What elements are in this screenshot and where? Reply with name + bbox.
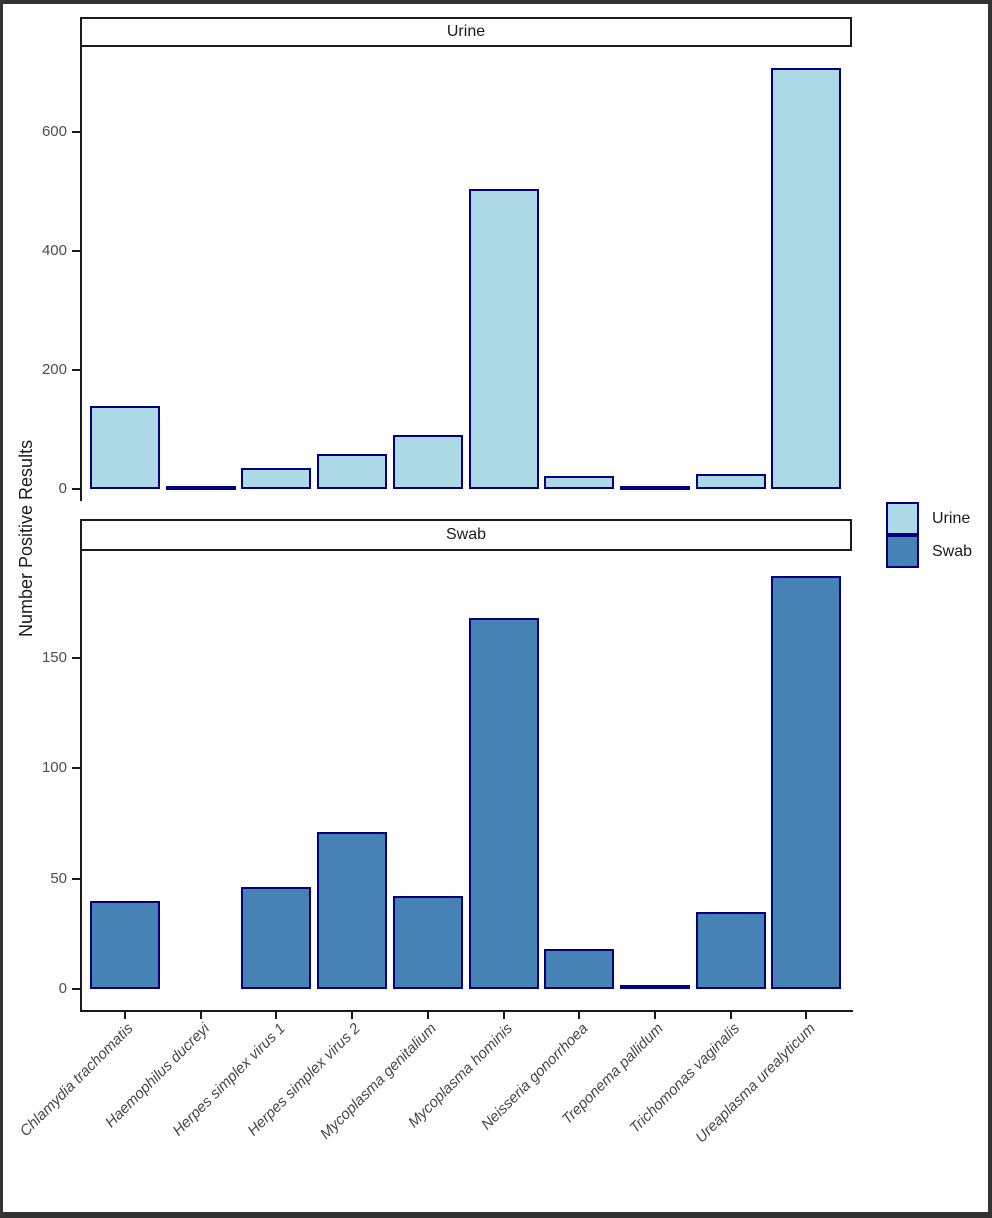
y-tick-mark xyxy=(72,767,81,769)
legend-swatch-swab xyxy=(886,535,919,568)
y-tick-label: 200 xyxy=(41,360,67,378)
facet-strip-swab-label: Swab xyxy=(445,526,487,543)
legend-swatch-urine xyxy=(886,502,919,535)
y-axis-line-urine xyxy=(80,47,82,501)
bar xyxy=(241,467,312,489)
x-tick-mark xyxy=(805,1011,808,1019)
bar xyxy=(544,475,615,489)
y-axis-line-swab xyxy=(80,551,82,1011)
x-tick-mark xyxy=(426,1011,429,1019)
bar xyxy=(468,617,539,989)
y-tick-label: 400 xyxy=(41,241,67,259)
bar xyxy=(468,189,539,489)
bar xyxy=(90,405,160,489)
y-tick-label: 0 xyxy=(58,980,67,997)
y-tick-mark xyxy=(72,368,81,371)
facet-strip-urine: Urine xyxy=(80,17,852,47)
x-tick-mark xyxy=(351,1011,354,1019)
x-axis-line xyxy=(80,1010,853,1012)
bar xyxy=(771,575,842,989)
y-tick-label: 600 xyxy=(41,122,67,140)
y-tick-mark xyxy=(72,877,81,880)
legend-item-swab: Swab xyxy=(886,535,972,568)
y-tick-label: 100 xyxy=(41,759,67,776)
y-tick-mark xyxy=(72,130,81,133)
bar xyxy=(771,67,842,489)
y-tick-mark xyxy=(72,488,81,490)
y-tick-mark xyxy=(72,249,81,252)
y-tick-mark xyxy=(72,656,81,659)
bar xyxy=(392,896,463,989)
bar xyxy=(620,984,691,989)
x-tick-mark xyxy=(275,1011,278,1019)
bar xyxy=(620,486,691,490)
x-tick-mark xyxy=(199,1011,202,1019)
x-tick-mark xyxy=(502,1011,505,1019)
bar xyxy=(165,486,236,490)
legend-label-urine: Urine xyxy=(932,509,971,527)
facet-strip-urine-label: Urine xyxy=(446,23,486,40)
bar xyxy=(392,435,463,489)
y-tick-label: 0 xyxy=(58,480,67,497)
bar xyxy=(544,949,615,989)
legend-item-urine: Urine xyxy=(886,502,972,535)
bar xyxy=(695,474,766,489)
y-axis-title: Number Positive Results xyxy=(16,439,36,637)
x-tick-mark xyxy=(729,1011,732,1019)
legend: Urine Swab xyxy=(886,502,972,568)
bar xyxy=(241,887,312,989)
y-tick-label: 50 xyxy=(50,869,67,887)
x-tick-mark xyxy=(124,1011,126,1019)
facet-strip-swab: Swab xyxy=(80,519,852,551)
bar xyxy=(90,900,160,989)
y-tick-mark xyxy=(72,988,81,990)
legend-label-swab: Swab xyxy=(932,542,973,560)
x-tick-mark xyxy=(654,1011,657,1019)
x-tick-mark xyxy=(578,1011,581,1019)
y-tick-label: 150 xyxy=(41,648,67,666)
bar xyxy=(695,911,766,989)
bar xyxy=(317,454,388,489)
bar xyxy=(317,832,388,989)
